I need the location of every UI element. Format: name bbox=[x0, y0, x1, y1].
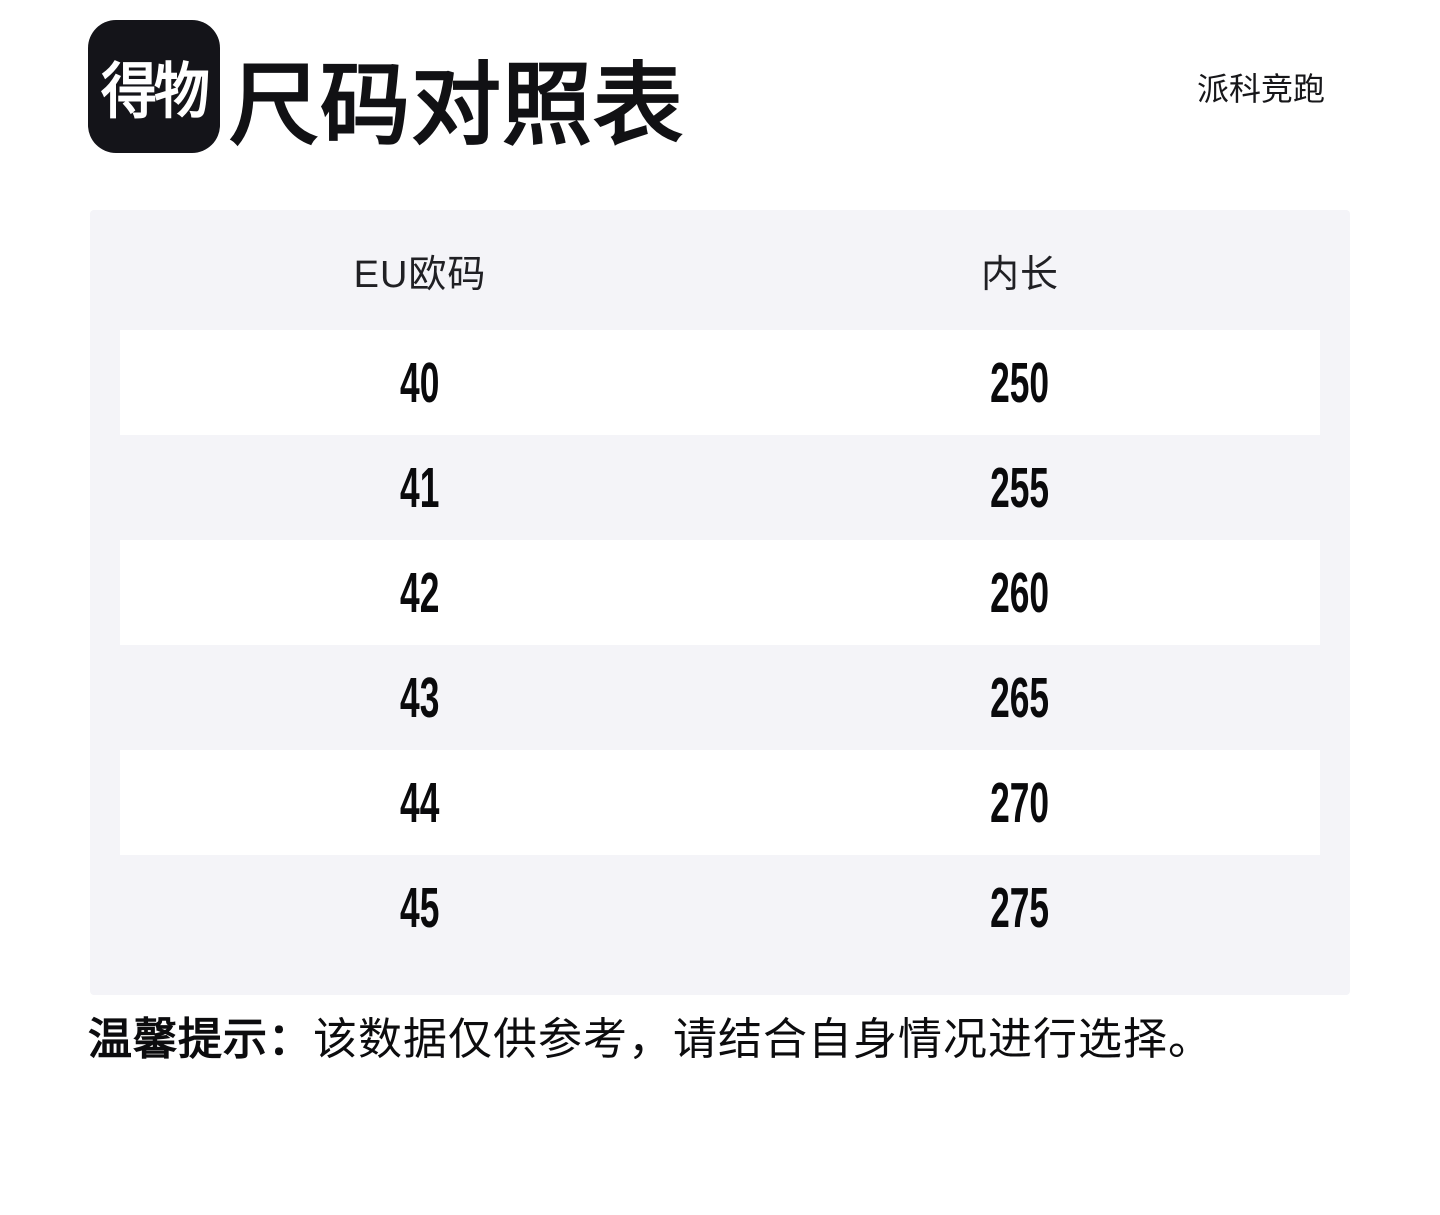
inner-length-cell: 250 bbox=[720, 350, 1320, 416]
inner-length-cell: 255 bbox=[720, 455, 1320, 521]
inner-length-value: 255 bbox=[990, 455, 1050, 520]
inner-length-cell: 260 bbox=[720, 560, 1320, 626]
eu-size-value: 44 bbox=[400, 770, 440, 835]
inner-length-value: 270 bbox=[990, 770, 1050, 835]
eu-size-value: 45 bbox=[400, 875, 440, 940]
size-comparison-table: EU欧码 内长 40 250 41 255 42 260 43 265 44 2… bbox=[90, 210, 1350, 995]
table-row: 43 265 bbox=[120, 645, 1320, 750]
dewu-logo-text: 得物 bbox=[101, 56, 210, 125]
footer-tip: 温馨提示：该数据仅供参考，请结合自身情况进行选择。 bbox=[88, 1010, 1213, 1070]
inner-length-value: 260 bbox=[990, 560, 1050, 625]
table-row: 45 275 bbox=[120, 855, 1320, 960]
table-row: 42 260 bbox=[120, 540, 1320, 645]
inner-length-value: 265 bbox=[990, 665, 1050, 730]
eu-size-cell: 43 bbox=[120, 665, 720, 731]
brand-name: 派科竞跑 bbox=[1196, 71, 1325, 107]
dewu-logo: 得物 bbox=[88, 20, 220, 153]
inner-length-cell: 275 bbox=[720, 875, 1320, 941]
table-header-row: EU欧码 内长 bbox=[120, 210, 1320, 330]
eu-size-value: 41 bbox=[400, 455, 440, 520]
page-title: 尺码对照表 bbox=[229, 56, 684, 156]
eu-size-cell: 42 bbox=[120, 560, 720, 626]
eu-size-value: 40 bbox=[400, 350, 440, 415]
inner-length-value: 250 bbox=[990, 350, 1050, 415]
eu-size-value: 43 bbox=[400, 665, 440, 730]
column-header-inner-length: 内长 bbox=[980, 253, 1059, 296]
tip-label: 温馨提示： bbox=[88, 1015, 313, 1064]
eu-size-cell: 40 bbox=[120, 350, 720, 416]
table-row: 40 250 bbox=[120, 330, 1320, 435]
inner-length-value: 275 bbox=[990, 875, 1050, 940]
eu-size-cell: 45 bbox=[120, 875, 720, 941]
table-row: 41 255 bbox=[120, 435, 1320, 540]
inner-length-cell: 270 bbox=[720, 770, 1320, 836]
table-row: 44 270 bbox=[120, 750, 1320, 855]
eu-size-cell: 44 bbox=[120, 770, 720, 836]
tip-text: 该数据仅供参考，请结合自身情况进行选择。 bbox=[313, 1015, 1213, 1064]
eu-size-cell: 41 bbox=[120, 455, 720, 521]
inner-length-cell: 265 bbox=[720, 665, 1320, 731]
eu-size-value: 42 bbox=[400, 560, 440, 625]
column-header-eu-size: EU欧码 bbox=[353, 253, 487, 296]
